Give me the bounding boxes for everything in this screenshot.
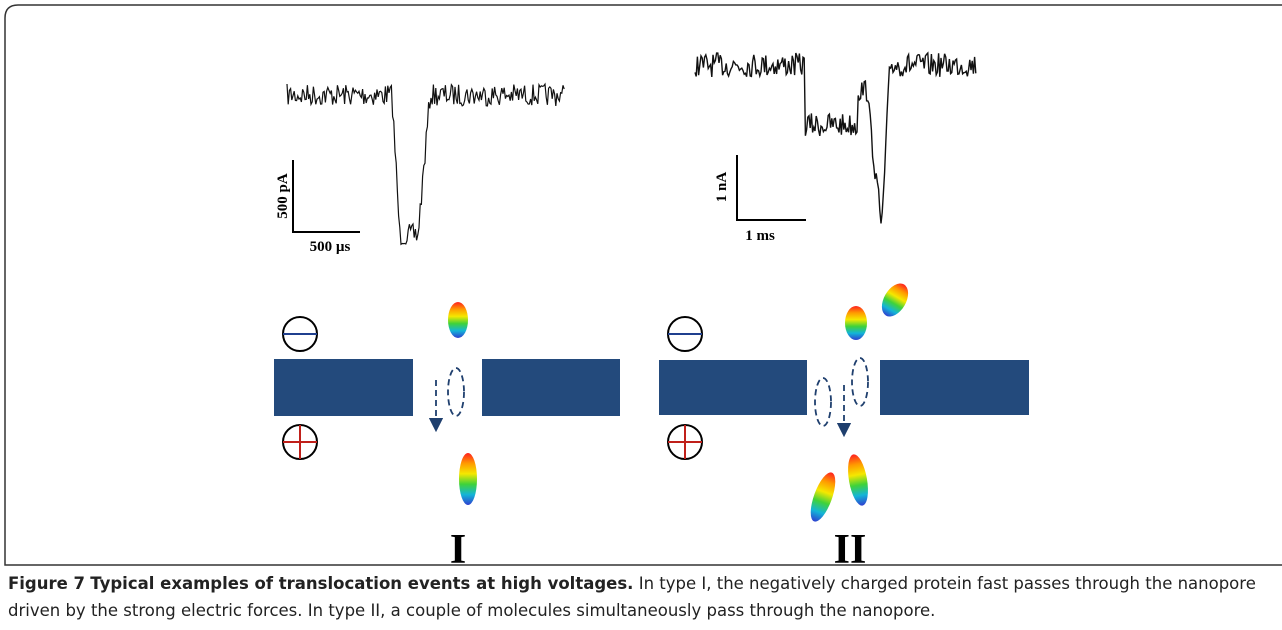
panel-label: I <box>450 527 466 573</box>
charge-symbols <box>282 316 703 460</box>
current-trace <box>286 82 565 246</box>
scale-label: 1 ms <box>745 228 775 244</box>
caption-text: In type I, the negatively charged protei… <box>8 574 1256 620</box>
caption-label: Figure 7 <box>8 574 86 593</box>
membrane <box>274 359 1029 416</box>
translocation-path <box>428 357 869 438</box>
panel-label: II <box>834 527 867 573</box>
scale-bar <box>292 160 360 233</box>
scale-label: 500 µs <box>310 239 351 255</box>
protein <box>448 283 909 522</box>
frame <box>4 4 1282 566</box>
current-trace <box>694 51 977 224</box>
scale-bar <box>736 155 806 221</box>
caption-title: Typical examples of translocation events… <box>90 574 634 593</box>
caption: Figure 7 Typical examples of translocati… <box>8 570 1273 624</box>
scale-label: 1 nA <box>714 172 730 203</box>
scale-label: 500 pA <box>275 173 291 219</box>
